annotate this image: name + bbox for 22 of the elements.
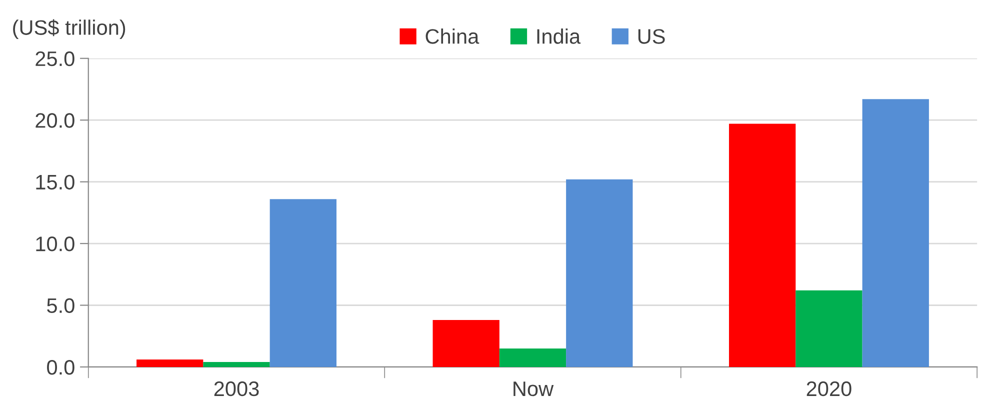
x-tick-label: 2003	[214, 381, 259, 396]
y-axis-title: (US$ trillion)	[13, 19, 126, 40]
y-tick-label: 0.0	[47, 360, 74, 375]
bar	[203, 362, 270, 367]
legend-label: India	[537, 28, 581, 44]
bar	[499, 348, 566, 367]
bar	[432, 320, 500, 367]
y-tick-label: 15.0	[36, 174, 74, 190]
bar	[136, 360, 204, 367]
x-tick-label: 2020	[806, 381, 852, 396]
bar	[566, 179, 633, 367]
y-tick-label: 20.0	[36, 113, 74, 128]
x-tick-label: Now	[514, 382, 554, 396]
y-tick-label: 25.0	[36, 51, 74, 66]
y-tick-label: 10.0	[36, 236, 74, 252]
bar	[270, 199, 336, 367]
legend-label: China	[426, 28, 480, 44]
legend-label: US	[638, 29, 665, 44]
bar	[862, 99, 929, 367]
bar	[796, 290, 862, 367]
bar	[728, 124, 796, 367]
y-tick-label: 5.0	[47, 298, 74, 313]
